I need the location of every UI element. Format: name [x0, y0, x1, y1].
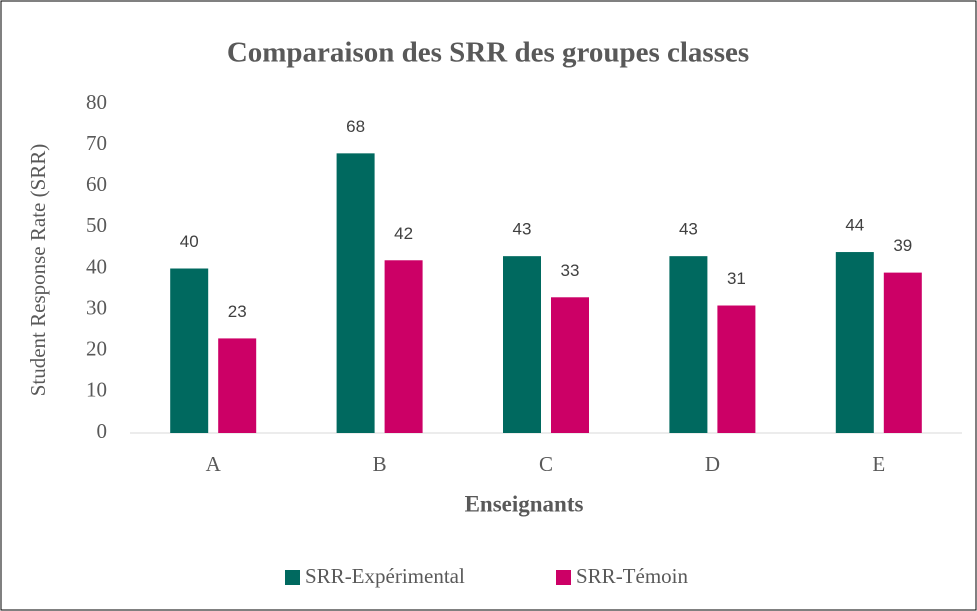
- legend-label: SRR-Expérimental: [305, 564, 465, 588]
- y-tick-label: 30: [86, 295, 107, 319]
- bar: [170, 268, 209, 433]
- x-tick-label: C: [539, 452, 553, 476]
- data-label: 33: [561, 261, 580, 280]
- y-tick-label: 0: [97, 419, 108, 443]
- legend-swatch: [556, 570, 571, 585]
- legend-swatch: [285, 570, 300, 585]
- y-tick-label: 10: [86, 378, 107, 402]
- bar: [336, 153, 375, 433]
- y-tick-label: 80: [86, 90, 107, 114]
- data-label: 23: [228, 302, 247, 321]
- bar: [669, 256, 708, 433]
- y-tick-label: 60: [86, 172, 107, 196]
- data-label: 44: [845, 216, 864, 235]
- data-label: 68: [346, 117, 365, 136]
- y-tick-label: 70: [86, 131, 107, 155]
- data-label: 31: [727, 269, 746, 288]
- legend-label: SRR-Témoin: [576, 564, 689, 588]
- x-tick-label: A: [206, 452, 222, 476]
- bar: [551, 297, 589, 433]
- bar: [503, 256, 541, 433]
- data-label: 39: [893, 236, 912, 255]
- chart-title: Comparaison des SRR des groupes classes: [227, 37, 749, 69]
- data-label: 40: [180, 232, 199, 251]
- y-axis-label: Student Response Rate (SRR): [26, 144, 50, 397]
- data-label: 42: [394, 224, 413, 243]
- data-label: 43: [679, 220, 698, 239]
- y-tick-label: 20: [86, 337, 107, 361]
- x-tick-label: E: [872, 452, 885, 476]
- bar: [717, 305, 756, 433]
- y-tick-label: 50: [86, 213, 107, 237]
- y-tick-label: 40: [86, 254, 107, 278]
- data-label: 43: [513, 220, 532, 239]
- x-tick-label: D: [705, 452, 720, 476]
- x-axis-label: Enseignants: [465, 491, 584, 516]
- bar: [218, 338, 257, 433]
- x-tick-label: B: [373, 452, 387, 476]
- bar: [835, 252, 874, 433]
- bar: [883, 272, 922, 433]
- bar: [384, 260, 423, 433]
